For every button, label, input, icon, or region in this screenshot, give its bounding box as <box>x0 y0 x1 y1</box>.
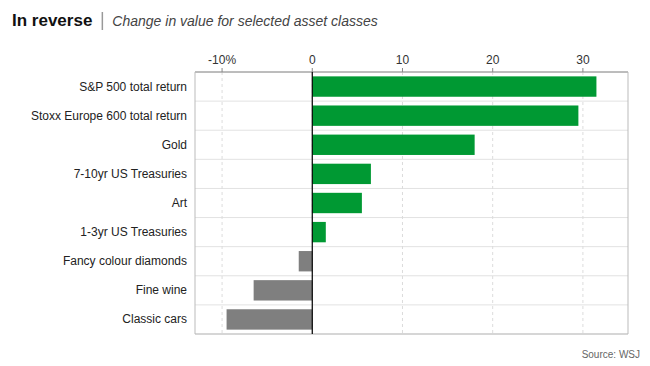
bar <box>312 222 326 242</box>
plot-frame-bottom <box>195 334 628 335</box>
bar <box>227 309 313 329</box>
plot-frame-left <box>195 72 196 334</box>
zero-line <box>312 72 313 334</box>
category-label: Classic cars <box>122 312 187 326</box>
grid-line-horizontal <box>195 246 628 247</box>
bar <box>312 164 371 184</box>
x-axis: -10% 0 10 20 30 <box>195 53 628 334</box>
category-label: 7-10yr US Treasuries <box>74 167 187 181</box>
grid-line-horizontal <box>195 159 628 160</box>
grid-line-horizontal <box>195 130 628 131</box>
category-label: S&P 500 total return <box>79 80 187 94</box>
bar <box>312 135 474 155</box>
category-label: Gold <box>162 138 187 152</box>
grid-line-horizontal <box>195 72 628 73</box>
bars <box>227 72 597 334</box>
x-tick-label: 30 <box>576 53 590 67</box>
grid-line-vertical <box>312 72 313 334</box>
x-tick-label: 20 <box>486 53 500 67</box>
category-label: Art <box>172 196 188 210</box>
x-tick <box>222 68 223 72</box>
x-tick-label: 10 <box>396 53 410 67</box>
title-separator <box>102 12 104 30</box>
x-tick <box>582 68 583 72</box>
bar <box>299 251 313 271</box>
annotation: Source: WSJ <box>582 349 640 360</box>
x-axis-line <box>195 72 628 73</box>
y-axis: S&P 500 total return Stoxx Europe 600 tot… <box>31 80 188 327</box>
bar <box>254 280 313 300</box>
grid-line-horizontal <box>195 275 628 276</box>
x-tick-label: -10% <box>208 53 236 67</box>
bar <box>312 105 578 125</box>
x-tick-label: 0 <box>309 53 316 67</box>
grid-line-horizontal <box>195 188 628 189</box>
chart: In reverse Change in value for selected a… <box>0 0 650 366</box>
x-tick <box>402 68 403 72</box>
x-tick <box>312 68 313 72</box>
subtitle: Change in value for selected asset class… <box>112 13 377 29</box>
category-label: Stoxx Europe 600 total return <box>31 109 187 123</box>
plot-frame-right <box>628 72 629 334</box>
bar <box>312 193 362 213</box>
category-label: 1-3yr US Treasuries <box>80 225 187 239</box>
grid-line-horizontal <box>195 101 628 102</box>
grid-line-vertical <box>582 72 583 334</box>
bar <box>312 76 596 96</box>
grid-line-horizontal <box>195 217 628 218</box>
grid <box>195 72 628 334</box>
category-label: Fancy colour diamonds <box>63 254 187 268</box>
grid-line-horizontal <box>195 334 628 335</box>
grid-line-horizontal <box>195 304 628 305</box>
title: In reverse <box>12 11 92 30</box>
category-label: Fine wine <box>136 283 188 297</box>
x-tick <box>492 68 493 72</box>
grid-line-vertical <box>222 72 223 334</box>
